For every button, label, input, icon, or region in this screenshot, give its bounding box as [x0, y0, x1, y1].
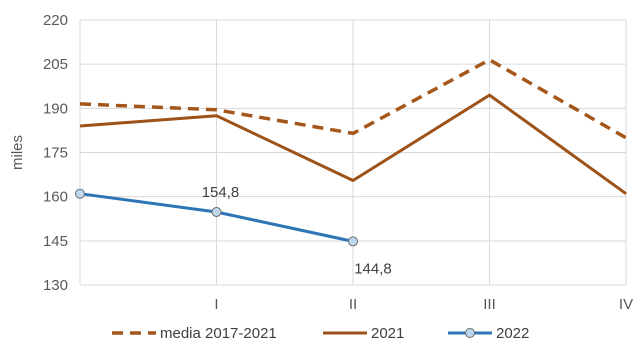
- data-label: 144,8: [354, 260, 392, 277]
- x-tick-label: IV: [619, 296, 633, 313]
- legend-label: 2022: [496, 325, 529, 342]
- legend: media 2017-2021 2021 2022: [112, 325, 529, 342]
- gridlines: [79, 19, 627, 286]
- data-label: 154,8: [202, 184, 240, 201]
- x-tick-label: II: [349, 296, 357, 313]
- data-labels: 154,8 144,8: [202, 184, 392, 277]
- y-tick-label: 175: [43, 145, 68, 162]
- y-tick-label: 190: [43, 100, 68, 117]
- y-axis-title: miles: [9, 135, 26, 170]
- series: [75, 58, 627, 247]
- x-tick-label: III: [483, 296, 496, 313]
- y-tick-label: 220: [43, 12, 68, 29]
- legend-label: media 2017-2021: [160, 325, 277, 342]
- series-line-0: [79, 58, 627, 140]
- series-point: [211, 206, 222, 217]
- series-point: [75, 188, 85, 199]
- legend-marker: [465, 328, 475, 338]
- series-point: [348, 236, 358, 247]
- y-tick-label: 145: [43, 233, 68, 250]
- y-tick-label: 130: [43, 277, 68, 294]
- x-tick-label: I: [214, 296, 218, 313]
- series-line-1: [79, 93, 627, 195]
- legend-label: 2021: [371, 325, 404, 342]
- y-tick-label: 160: [43, 189, 68, 206]
- y-tick-label: 205: [43, 56, 68, 73]
